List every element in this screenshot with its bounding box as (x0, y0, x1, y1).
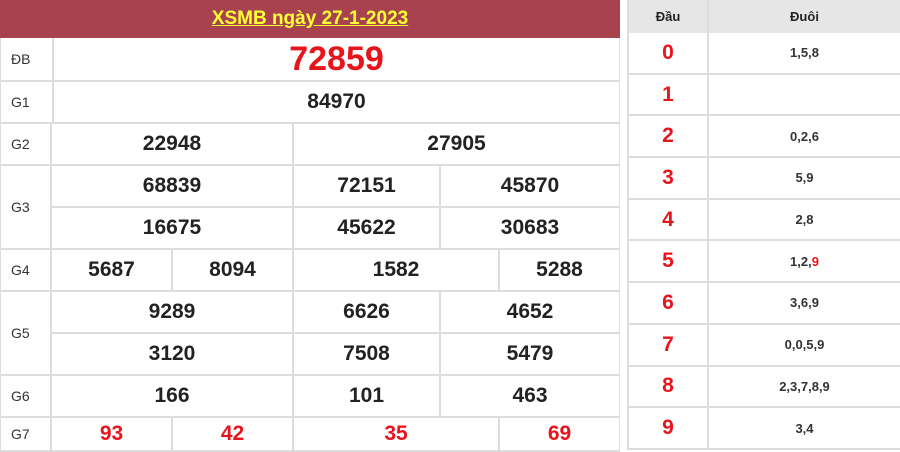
duoi-cell: 3,6,9 (709, 283, 900, 323)
prize-label: G7 (1, 418, 52, 450)
prize-row-g4: G4 5687 8094 1582 5288 (0, 250, 620, 292)
prize-number: 30683 (500, 216, 560, 239)
results-title[interactable]: XSMB ngày 27-1-2023 (211, 8, 409, 29)
prize-row-g1: G1 84970 (0, 82, 620, 124)
loto-row: 5 1,2, 9 (629, 241, 900, 284)
prize-number: 463 (512, 384, 548, 407)
prize-number: 22948 (52, 124, 294, 164)
prize-number: 101 (294, 376, 441, 416)
dau-cell: 0 (629, 33, 709, 73)
prize-number: 4652 (506, 300, 554, 323)
loto-row: 8 2,3,7,8,9 (629, 366, 900, 409)
dau-cell: 1 (629, 74, 709, 115)
dau-cell: 8 (629, 366, 709, 407)
dau-cell: 6 (629, 283, 709, 323)
prize-number: 7508 (294, 334, 441, 374)
loto-row: 4 2,8 (629, 199, 900, 242)
dau-cell: 2 (629, 116, 709, 157)
prize-number: 166 (52, 376, 294, 416)
dau-cell: 9 (629, 408, 709, 448)
prize-number: 93 (52, 418, 173, 450)
duoi-value: 3,4 (795, 420, 814, 436)
prize-number: 16675 (52, 208, 294, 248)
duoi-cell: 0,0,5,9 (709, 325, 900, 365)
prize-number: 8094 (173, 250, 294, 290)
prize-number: 5288 (536, 258, 583, 281)
loto-row: 1 (629, 74, 900, 117)
duoi-cell: 3,4 (709, 408, 900, 448)
prize-number: 72151 (294, 166, 441, 206)
prize-row-g7: G7 93 42 35 69 (0, 418, 620, 452)
duoi-cell: 1,2, 9 (709, 241, 900, 281)
prize-number: 69 (547, 422, 572, 445)
loto-table: Đầu Đuôi 0 1,5,8 1 2 0,2,6 3 5,9 4 2,8 5 1,2, 9 6 3,6… (627, 0, 900, 450)
duoi-cell (709, 75, 900, 115)
prize-row-g3: G3 68839 72151 45870 16675 45622 30683 (0, 166, 620, 250)
results-header: XSMB ngày 27-1-2023 (0, 0, 620, 38)
loto-row: 2 0,2,6 (629, 116, 900, 159)
prize-row-g6: G6 166 101 463 (0, 376, 620, 418)
loto-row: 9 3,4 (629, 408, 900, 450)
duoi-cell: 0,2,6 (709, 116, 900, 156)
loto-row: 3 5,9 (629, 158, 900, 200)
duoi-cell: 1,5,8 (709, 33, 900, 73)
duoi-value: 1,2, (790, 253, 812, 269)
prize-label: G5 (1, 292, 52, 374)
loto-row: 6 3,6,9 (629, 283, 900, 325)
duoi-value: 2,3,7,8,9 (779, 378, 830, 394)
duoi-header: Đuôi (790, 9, 819, 24)
dau-cell: 4 (629, 199, 709, 240)
duoi-value: 2,8 (795, 212, 814, 228)
results-table: XSMB ngày 27-1-2023 ĐB 72859 G1 84970 G2 2294… (0, 0, 620, 452)
duoi-cell: 2,3,7,8,9 (709, 367, 900, 407)
prize-row-g2: G2 22948 27905 (0, 124, 620, 166)
duoi-cell: 5,9 (709, 158, 900, 198)
prize-number: 5687 (52, 250, 173, 290)
prize-number: 68839 (52, 166, 294, 206)
prize-number: 42 (173, 418, 294, 450)
duoi-cell: 2,8 (709, 200, 900, 240)
duoi-value: 5,9 (795, 170, 814, 186)
duoi-highlight: 9 (811, 253, 819, 269)
duoi-value: 3,6,9 (790, 295, 819, 311)
prize-number: 3120 (52, 334, 294, 374)
prize-row-g5: G5 9289 6626 4652 3120 7508 5479 (0, 292, 620, 376)
prize-label: G6 (1, 376, 52, 416)
loto-header: Đầu Đuôi (629, 0, 900, 33)
loto-row: 0 1,5,8 (629, 33, 900, 75)
prize-number: 72859 (289, 39, 384, 78)
dau-cell: 7 (629, 324, 709, 365)
prize-label: G4 (1, 250, 52, 290)
prize-label: G1 (1, 82, 54, 122)
prize-number: 84970 (307, 90, 366, 113)
duoi-value: 0,2,6 (790, 128, 819, 144)
prize-row-db: ĐB 72859 (0, 38, 620, 82)
prize-number: 6626 (294, 292, 441, 332)
prize-label: G3 (1, 166, 52, 248)
prize-number: 1582 (294, 250, 500, 290)
duoi-value: 0,0,5,9 (784, 337, 825, 353)
prize-label: ĐB (1, 38, 54, 80)
dau-header: Đầu (629, 0, 709, 33)
prize-number: 45870 (500, 174, 560, 197)
prize-number: 35 (294, 418, 500, 450)
dau-cell: 3 (629, 158, 709, 198)
loto-row: 7 0,0,5,9 (629, 324, 900, 367)
dau-cell: 5 (629, 241, 709, 282)
prize-number: 5479 (506, 342, 554, 365)
prize-number: 27905 (427, 132, 486, 155)
prize-number: 9289 (52, 292, 294, 332)
prize-number: 45622 (294, 208, 441, 248)
duoi-value: 1,5,8 (790, 45, 819, 61)
prize-label: G2 (1, 124, 52, 164)
